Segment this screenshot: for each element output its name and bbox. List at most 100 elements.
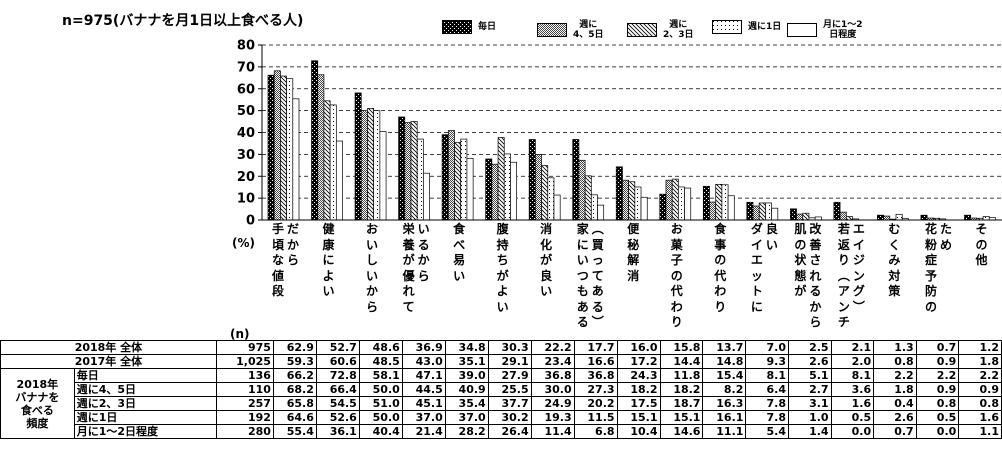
bar	[590, 194, 598, 221]
table-cell: 50.0	[358, 410, 403, 425]
table-cell: 45.1	[401, 396, 446, 411]
bar-chart: 0 10 20 30 40 50 60 70 80	[237, 39, 1002, 229]
legend-swatch	[442, 20, 472, 34]
row-label: 2017年 全体	[0, 354, 217, 369]
table-cell: 0.9	[958, 382, 1002, 397]
table-cell: 8.1	[745, 368, 789, 383]
table-cell: 2.2	[958, 368, 1002, 383]
bar	[709, 201, 717, 221]
bar	[671, 178, 679, 221]
group-label: 2018年 バナナを 食べる 頻度	[0, 368, 75, 439]
table-cell: 27.9	[487, 368, 532, 383]
x-tick-label-line: 便 秘 解 消	[627, 222, 640, 283]
x-tick-label-line: 健 康 に よ い	[322, 222, 335, 298]
table-cell: 1.4	[787, 424, 832, 439]
y-tick-label: 40	[237, 126, 255, 141]
table-cell: 14.8	[702, 354, 747, 369]
bar	[715, 183, 723, 221]
table-cell: 0.5	[830, 410, 875, 425]
bar	[597, 204, 605, 221]
y-tick-label: 0	[246, 214, 255, 229]
table-cell: 40.4	[358, 424, 403, 439]
bar	[721, 184, 729, 221]
bar	[578, 159, 586, 221]
table-cell: 16.0	[616, 340, 661, 355]
x-tick-label-line: ︵ 買 っ て あ る ︶	[591, 222, 604, 329]
table-cell: 257	[215, 396, 274, 411]
table-cell: 10.4	[616, 424, 661, 439]
table-cell: 47.1	[401, 368, 446, 383]
table-cell: 1.6	[958, 410, 1002, 425]
table-cell: 7.0	[745, 340, 789, 355]
x-tick-label-line: だ か ら	[287, 222, 300, 267]
x-tick-label: 健 康 に よ い	[306, 222, 350, 340]
bar	[845, 216, 853, 221]
table-cell: 30.2	[487, 410, 532, 425]
table-cell: 9.3	[745, 354, 789, 369]
table-cell: 1.1	[958, 424, 1002, 439]
table-cell: 5.1	[787, 368, 832, 383]
table-cell: 36.9	[401, 340, 446, 355]
x-tick-label-line: そ の 他	[975, 222, 988, 267]
bar	[771, 207, 779, 221]
table-cell: 30.0	[530, 382, 575, 397]
bar	[622, 179, 629, 221]
x-tick-label-line: 花 粉 症 予 防 の	[924, 222, 937, 314]
table-cell: 17.2	[616, 354, 661, 369]
bar	[665, 179, 673, 221]
table-cell: 51.0	[358, 396, 403, 411]
table-cell: 34.8	[444, 340, 489, 355]
x-tick-label-line: た め	[939, 222, 952, 252]
y-tick-label: 60	[237, 82, 255, 97]
table-cell: 59.3	[272, 354, 317, 369]
data-table: 2018年 全体 975 62.9 52.7 48.6 36.9 34.8 30.3 22.2 1…	[0, 340, 1002, 439]
table-cell: 55.4	[272, 424, 317, 439]
table-cell: 18.2	[616, 382, 661, 397]
x-tick-label-line: 食 べ 易 い	[453, 222, 466, 283]
table-cell: 24.9	[530, 396, 575, 411]
table-cell: 58.1	[358, 368, 403, 383]
bar	[839, 211, 847, 221]
table-cell: 65.8	[272, 396, 317, 411]
x-tick-label-line: 手 頃 な 値 段	[272, 222, 285, 298]
bar	[354, 92, 362, 221]
table-cell: 1,025	[215, 354, 274, 369]
table-cell: 3.6	[830, 382, 875, 397]
bar	[423, 172, 430, 221]
table-cell: 6.8	[573, 424, 618, 439]
table-cell: 1.8	[958, 354, 1002, 369]
bar	[746, 201, 754, 221]
x-tick-label: 栄 養 が 優 れ てい る か ら	[393, 222, 437, 340]
bar	[454, 142, 462, 221]
x-tick-label: お 菓 子 の 代 わ り	[654, 222, 698, 340]
bar	[758, 202, 766, 221]
bars	[267, 60, 996, 221]
table-cell: 66.4	[315, 382, 360, 397]
bar	[485, 158, 493, 221]
table-cell: 0.7	[873, 424, 917, 439]
row-label: 週に4、5日	[73, 382, 217, 397]
table-cell: 8.1	[830, 368, 875, 383]
n-column-label: (n)	[230, 327, 250, 341]
bar	[640, 196, 648, 221]
bar	[311, 60, 319, 221]
y-tick-label: 30	[237, 148, 255, 163]
table-cell: 0.8	[873, 354, 917, 369]
table-row: 週に2、3日 257 65.8 54.5 51.0 45.1 35.4 37.7 24.9 20.…	[1, 396, 1002, 411]
table-cell: 13.7	[702, 340, 747, 355]
table-cell: 2.1	[830, 340, 875, 355]
gridlines	[262, 44, 1002, 199]
table-cell: 66.2	[272, 368, 317, 383]
x-tick-label-line: お 菓 子 の 代 わ り	[670, 222, 683, 329]
bar	[659, 193, 667, 221]
table-cell: 1.0	[787, 410, 832, 425]
row-label: 毎日	[73, 368, 217, 383]
bar	[877, 214, 884, 221]
legend-label: 月に1～2 日程度	[823, 20, 863, 40]
table-cell: 36.8	[530, 368, 575, 383]
table-cell: 52.7	[315, 340, 360, 355]
legend-label: 週に1日	[748, 22, 782, 32]
x-tick-label-line: エ イ ジ ン グ ︶	[852, 222, 865, 314]
table-cell: 16.6	[573, 354, 618, 369]
table-cell: 19.3	[530, 410, 575, 425]
